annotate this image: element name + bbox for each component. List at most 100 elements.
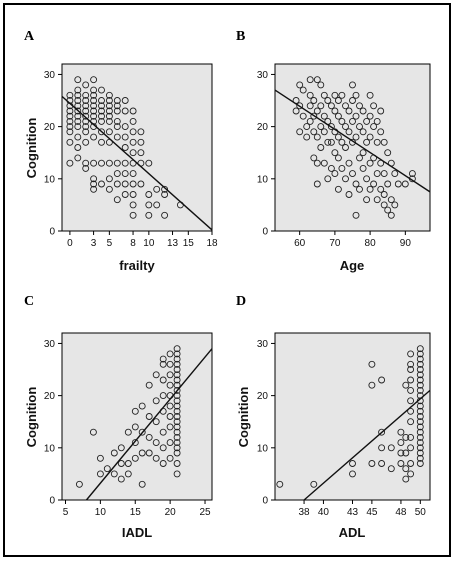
- data-point: [352, 180, 360, 188]
- data-point: [105, 107, 113, 115]
- data-point: [338, 91, 346, 99]
- data-point: [342, 123, 349, 131]
- panel-letter-a: A: [24, 29, 35, 44]
- x-tick-label-d: 50: [415, 507, 427, 518]
- data-point: [82, 159, 90, 167]
- data-point: [110, 449, 118, 457]
- data-point: [113, 170, 121, 178]
- data-point: [331, 91, 339, 99]
- data-point: [391, 201, 399, 209]
- data-point: [356, 102, 363, 110]
- data-point: [74, 123, 82, 131]
- data-point: [82, 123, 90, 131]
- data-point: [368, 360, 376, 368]
- data-point: [74, 154, 82, 162]
- data-point: [90, 107, 98, 115]
- data-point: [407, 397, 415, 405]
- data-point: [138, 402, 146, 410]
- data-point: [306, 91, 314, 99]
- data-point: [345, 159, 353, 167]
- fit-line-c: [85, 348, 213, 501]
- data-point: [121, 159, 129, 167]
- data-point: [313, 107, 321, 115]
- data-point: [296, 81, 304, 89]
- data-point: [368, 460, 376, 467]
- data-point: [407, 366, 415, 373]
- x-tick-label-d: 48: [395, 507, 407, 518]
- data-point: [416, 345, 424, 353]
- data-point: [89, 428, 97, 436]
- data-point: [173, 376, 181, 384]
- data-point: [145, 201, 153, 209]
- data-point: [173, 470, 181, 478]
- data-point: [66, 123, 74, 131]
- y-tick-label-b: 30: [257, 70, 269, 81]
- data-point: [303, 133, 311, 141]
- data-point: [90, 133, 98, 141]
- data-point: [138, 480, 146, 488]
- data-point: [90, 159, 98, 167]
- data-point: [373, 196, 381, 204]
- data-point: [66, 138, 74, 146]
- x-tick-label-a: 10: [143, 238, 155, 249]
- data-point: [317, 102, 325, 110]
- data-point: [345, 191, 353, 198]
- data-point: [407, 433, 415, 441]
- x-axis-label-a: frailty: [119, 258, 155, 273]
- data-point: [378, 428, 386, 436]
- x-tick-label-a: 8: [130, 238, 136, 249]
- data-point: [159, 444, 167, 452]
- panel-letter-d: D: [236, 294, 246, 309]
- data-point: [310, 128, 318, 136]
- data-point: [173, 402, 181, 410]
- data-point: [131, 439, 139, 447]
- data-point: [161, 185, 169, 193]
- data-point: [352, 133, 360, 141]
- data-point: [117, 460, 125, 467]
- data-point: [138, 428, 146, 436]
- data-point: [377, 107, 385, 115]
- data-point: [313, 76, 321, 84]
- data-point: [137, 138, 145, 146]
- data-point: [416, 418, 424, 426]
- data-point: [407, 386, 415, 394]
- ticks-a: 0 3 5 8 10 13 15 18 0 10 20 30: [44, 70, 218, 249]
- data-point: [166, 454, 174, 462]
- data-point: [113, 97, 121, 104]
- data-point: [324, 175, 332, 183]
- data-point: [416, 402, 424, 410]
- data-point: [166, 402, 174, 410]
- data-point: [416, 376, 424, 384]
- data-point: [159, 460, 167, 467]
- data-point: [105, 175, 113, 183]
- y-tick-label-d: 0: [262, 496, 268, 507]
- data-point: [152, 397, 160, 405]
- data-point: [74, 133, 82, 141]
- data-point: [173, 418, 181, 426]
- data-point: [384, 180, 392, 188]
- data-point: [303, 123, 311, 131]
- data-point: [173, 423, 181, 431]
- y-axis-label-a: Cognition: [24, 118, 39, 179]
- x-axis-label-d: ADL: [339, 525, 366, 540]
- data-point: [363, 196, 371, 204]
- data-point: [82, 112, 90, 120]
- data-point: [173, 428, 181, 436]
- data-point: [166, 423, 174, 431]
- panel-a: A frailty Cognition 0 3 5 8 10 13 15 18 0 10 20 30: [24, 29, 218, 273]
- data-point: [356, 154, 363, 162]
- panel-letter-c: C: [24, 294, 34, 309]
- data-point: [124, 428, 132, 436]
- panel-b: B Age 60 70 80 90 0 10 20 30: [236, 29, 431, 273]
- data-point: [345, 128, 353, 136]
- data-point: [152, 371, 160, 379]
- data-point: [173, 460, 181, 467]
- plot-area-a: [61, 63, 213, 232]
- data-point: [317, 144, 325, 151]
- points-a: [66, 76, 184, 219]
- data-point: [370, 102, 378, 110]
- data-point: [397, 439, 405, 447]
- data-point: [98, 117, 105, 125]
- data-point: [166, 371, 174, 379]
- data-point: [407, 418, 415, 426]
